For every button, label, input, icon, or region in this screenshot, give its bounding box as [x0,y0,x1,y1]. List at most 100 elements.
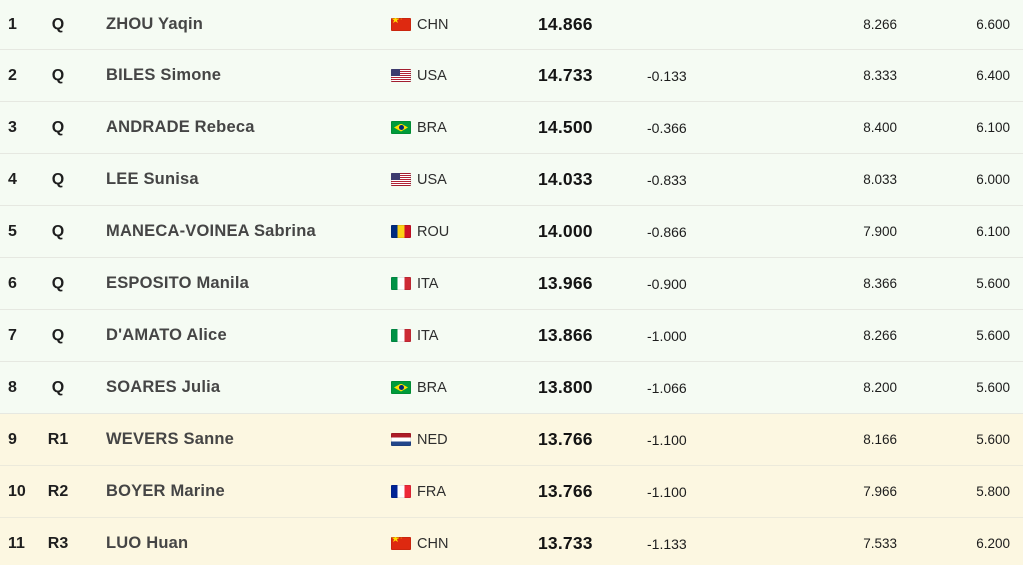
execution-score: 8.166 [863,432,897,447]
country-cell: CHN [385,17,530,33]
country-code: ITA [417,275,439,292]
total-score: 14.500 [538,117,593,137]
execution-score: 8.333 [863,68,897,83]
qualification-badge: Q [51,15,65,33]
rank-value: 11 [8,534,25,552]
athlete-name: ANDRADE Rebeca [106,118,255,136]
flag-usa-icon [391,173,411,186]
difficulty-score: 5.600 [976,328,1010,343]
execution-score: 8.266 [863,17,897,32]
rank-value: 6 [8,274,17,292]
rank-value: 4 [8,170,17,188]
execution-score: 8.200 [863,380,897,395]
flag-ita-icon [391,329,411,342]
result-row: 3 Q ANDRADE Rebeca BRA 14.500 -0.366 8.4… [0,102,1023,154]
athlete-name: LUO Huan [106,534,189,552]
flag-bra-icon [391,381,411,394]
country-cell: BRA [385,120,530,136]
country-code: ROU [417,223,450,240]
difficulty-score: 5.600 [976,432,1010,447]
flag-bra-icon [391,121,411,134]
athlete-name: WEVERS Sanne [106,430,235,448]
rank-value: 5 [8,222,17,240]
result-row: 2 Q BILES Simone USA 14.733 -0.133 8.333… [0,50,1023,102]
country-cell: CHN [385,536,530,552]
qualification-badge: R2 [47,482,69,500]
country-cell: USA [385,68,530,84]
country-cell: USA [385,172,530,188]
rank-value: 1 [8,15,17,33]
qualification-badge: Q [51,378,65,396]
total-score: 14.866 [538,14,593,34]
execution-score: 8.266 [863,328,897,343]
country-code: CHN [417,16,449,33]
difficulty-score: 6.000 [976,172,1010,187]
athlete-name: ZHOU Yaqin [106,15,204,33]
difficulty-score: 6.200 [976,536,1010,551]
flag-rou-icon [391,225,411,238]
gap-to-leader: -1.133 [647,535,687,552]
qualification-badge: Q [51,326,65,344]
gap-to-leader: -0.833 [647,171,687,188]
country-code: BRA [417,379,447,396]
difficulty-score: 6.100 [976,120,1010,135]
gap-to-leader: -0.366 [647,119,687,136]
athlete-name: BOYER Marine [106,482,225,500]
country-cell: FRA [385,484,530,500]
difficulty-score: 5.600 [976,380,1010,395]
difficulty-score: 6.400 [976,68,1010,83]
total-score: 13.766 [538,429,593,449]
total-score: 13.866 [538,325,593,345]
qualification-badge: R3 [47,534,69,552]
country-code: FRA [417,483,446,500]
rank-value: 2 [8,66,17,84]
execution-score: 7.533 [863,536,897,551]
flag-chn-icon [391,18,411,31]
total-score: 13.800 [538,377,593,397]
gap-to-leader: -1.000 [647,327,687,344]
execution-score: 8.033 [863,172,897,187]
result-row: 11 R3 LUO Huan CHN 13.733 -1.133 7.533 6… [0,518,1023,565]
country-code: ITA [417,327,439,344]
execution-score: 8.366 [863,276,897,291]
rank-value: 9 [8,430,17,448]
rank-value: 10 [8,482,26,500]
result-row: 6 Q ESPOSITO Manila ITA 13.966 -0.900 8.… [0,258,1023,310]
execution-score: 7.966 [863,484,897,499]
flag-usa-icon [391,69,411,82]
athlete-name: LEE Sunisa [106,170,199,188]
athlete-name: D'AMATO Alice [106,326,227,344]
gap-to-leader: -1.100 [647,483,687,500]
country-cell: NED [385,432,530,448]
rank-value: 3 [8,118,17,136]
country-code: CHN [417,535,449,552]
qualification-badge: Q [51,66,65,84]
flag-ita-icon [391,277,411,290]
country-code: USA [417,171,447,188]
difficulty-score: 5.600 [976,276,1010,291]
gap-to-leader: -1.066 [647,379,687,396]
execution-score: 8.400 [863,120,897,135]
country-cell: BRA [385,380,530,396]
difficulty-score: 5.800 [976,484,1010,499]
result-row: 7 Q D'AMATO Alice ITA 13.866 -1.000 8.26… [0,310,1023,362]
flag-chn-icon [391,537,411,550]
country-code: USA [417,67,447,84]
athlete-name: BILES Simone [106,66,222,84]
total-score: 13.766 [538,481,593,501]
result-row: 5 Q MANECA-VOINEA Sabrina ROU 14.000 -0.… [0,206,1023,258]
result-row: 9 R1 WEVERS Sanne NED 13.766 -1.100 8.16… [0,414,1023,466]
difficulty-score: 6.600 [976,17,1010,32]
gap-to-leader: -0.133 [647,67,687,84]
country-cell: ROU [385,224,530,240]
qualification-badge: Q [51,118,65,136]
result-row: 10 R2 BOYER Marine FRA 13.766 -1.100 7.9… [0,466,1023,518]
total-score: 14.000 [538,221,593,241]
qualification-badge: Q [51,170,65,188]
total-score: 13.966 [538,273,593,293]
gap-to-leader: -1.100 [647,431,687,448]
qualification-badge: R1 [47,430,69,448]
rank-value: 7 [8,326,17,344]
athlete-name: MANECA-VOINEA Sabrina [106,222,316,240]
